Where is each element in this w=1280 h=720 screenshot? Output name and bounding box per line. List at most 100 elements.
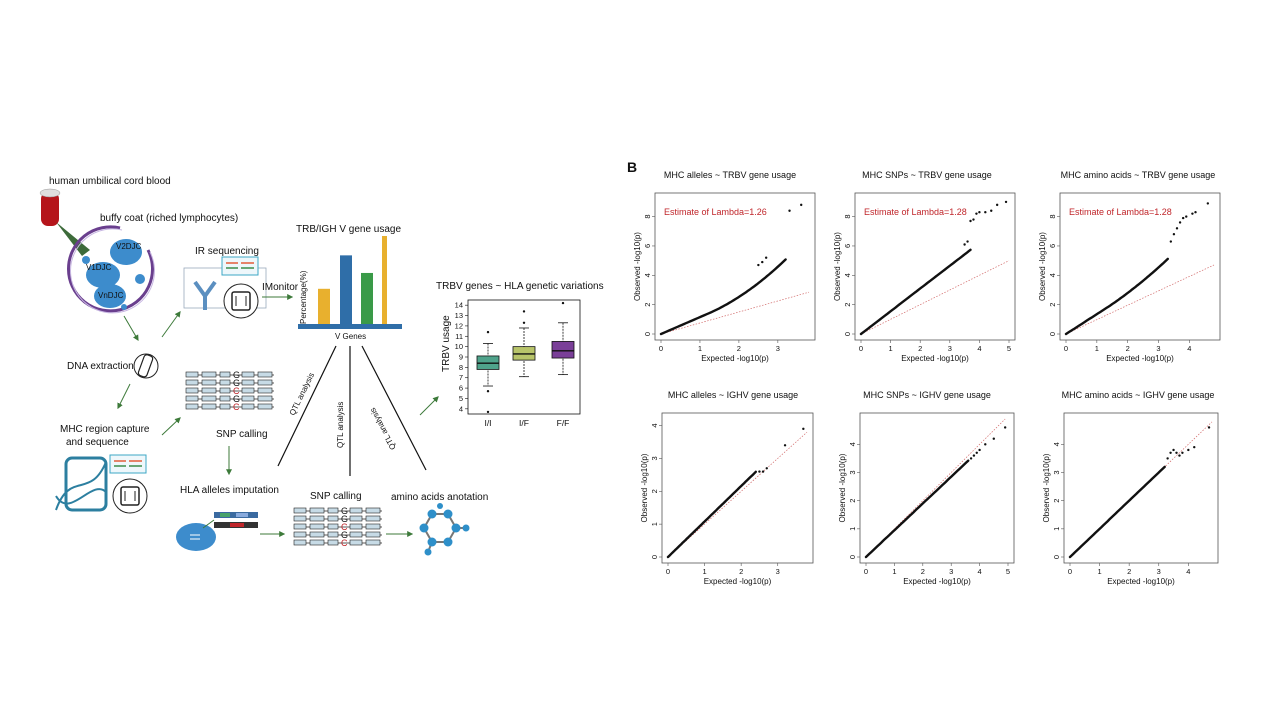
qq-ytick-label: 4 bbox=[843, 273, 852, 277]
qq-reference-line bbox=[865, 418, 1006, 558]
qq-xtick-label: 4 bbox=[1187, 344, 1191, 353]
bar-3 bbox=[361, 272, 373, 324]
dna-extraction-icon bbox=[133, 353, 159, 379]
qq-point bbox=[975, 451, 978, 454]
snp-letter: G bbox=[341, 506, 348, 516]
qq-point bbox=[1004, 200, 1008, 204]
qq-point bbox=[978, 211, 981, 214]
qq-xtick-label: 0 bbox=[659, 344, 663, 353]
qq-point bbox=[800, 203, 803, 207]
qq-point bbox=[1169, 451, 1172, 454]
qq-point bbox=[1172, 448, 1175, 452]
qq-xlabel: Expected -log10(p) bbox=[1107, 577, 1175, 586]
qq-observed-points bbox=[864, 459, 970, 559]
qq-xtick-label: 5 bbox=[1007, 344, 1011, 353]
snp-letter: G bbox=[341, 530, 348, 540]
qq-point bbox=[788, 209, 791, 212]
qq-frame bbox=[654, 192, 816, 341]
box-category-label: I/I bbox=[484, 418, 491, 428]
qq-ytick-label: 1 bbox=[1052, 527, 1061, 531]
qq-ytick-label: 2 bbox=[843, 303, 852, 307]
qq-ylabel: Observed -log10(p) bbox=[833, 232, 842, 301]
qq-ytick-label: 2 bbox=[643, 303, 652, 307]
qq-xtick-label: 3 bbox=[776, 567, 780, 576]
qq-plot-6: MHC amino acids ~ IGHV gene usage 0 1 2 3 4 0 1… bbox=[1042, 390, 1219, 586]
qq-ytick-label: 6 bbox=[843, 244, 852, 248]
qq-xtick-label: 0 bbox=[864, 567, 868, 576]
arrow-2 bbox=[161, 311, 181, 338]
qq-ytick-label: 4 bbox=[650, 423, 659, 427]
arrow-4 bbox=[161, 417, 181, 436]
ir-sequencing-label: IR sequencing bbox=[195, 246, 259, 257]
qq-ytick-label: 8 bbox=[1048, 215, 1057, 219]
box-outlier bbox=[522, 321, 526, 324]
qq-ytick-label: 0 bbox=[1052, 555, 1061, 559]
qq-lambda-annotation: Estimate of Lambda=1.28 bbox=[864, 207, 967, 217]
box-ytick-label: 10 bbox=[455, 342, 463, 351]
box-outlier bbox=[486, 330, 490, 334]
qq-point bbox=[1185, 215, 1188, 218]
qq-point bbox=[995, 203, 999, 207]
box-ytick-label: 12 bbox=[455, 321, 463, 330]
qq-point bbox=[1175, 227, 1179, 230]
qq-ytick-label: 8 bbox=[643, 215, 652, 219]
qq-point bbox=[975, 212, 978, 215]
qq-xtick-label: 0 bbox=[1064, 344, 1068, 353]
qq-xtick-label: 3 bbox=[949, 567, 953, 576]
qq-xtick-label: 2 bbox=[918, 344, 922, 353]
qq-xtick-label: 0 bbox=[1068, 567, 1072, 576]
qq-reference-line bbox=[667, 431, 808, 558]
ir-sequencing-icon bbox=[183, 256, 267, 319]
qq-ytick-label: 2 bbox=[650, 489, 659, 493]
qq-xtick-label: 0 bbox=[859, 344, 863, 353]
qq-observed-points bbox=[1068, 465, 1166, 559]
buffy-coat-label: buffy coat (riched lymphocytes) bbox=[100, 213, 238, 224]
snp-calling-label-1: SNP calling bbox=[216, 429, 268, 440]
cell-label-v1djc: V1DJC bbox=[86, 263, 112, 272]
box-ytick-label: 13 bbox=[455, 311, 463, 320]
qq-xlabel: Expected -log10(p) bbox=[704, 577, 772, 586]
qq-ytick-label: 0 bbox=[1048, 332, 1057, 336]
blood-tube-icon bbox=[39, 188, 61, 226]
qq-point bbox=[1175, 451, 1178, 454]
molecule-icon bbox=[419, 503, 470, 556]
qq-point bbox=[1169, 240, 1173, 243]
box-outlier bbox=[522, 310, 526, 313]
qq-xtick-label: 2 bbox=[737, 344, 741, 353]
qq-xtick-label: 2 bbox=[1127, 567, 1131, 576]
qq-point bbox=[1166, 457, 1169, 460]
box-outlier bbox=[486, 410, 490, 414]
qq-point bbox=[1172, 233, 1176, 236]
mhc-capture-label-2: and sequence bbox=[66, 437, 129, 448]
qq-ytick-label: 8 bbox=[843, 215, 852, 219]
qq-ylabel: Observed -log10(p) bbox=[1042, 453, 1051, 522]
qq-point bbox=[969, 219, 972, 223]
snp-letter: G bbox=[341, 514, 348, 524]
qq-xtick-label: 3 bbox=[1157, 567, 1161, 576]
qq-point bbox=[1181, 451, 1184, 454]
qq-point bbox=[978, 448, 981, 452]
qq-frame bbox=[859, 412, 1015, 564]
qq-xtick-label: 3 bbox=[776, 344, 780, 353]
qq-ytick-label: 4 bbox=[848, 442, 857, 446]
qq-point bbox=[1206, 202, 1210, 205]
qq-title: MHC SNPs ~ TRBV gene usage bbox=[862, 170, 992, 180]
box-category-label: I/F bbox=[519, 418, 529, 428]
qq-ytick-label: 4 bbox=[1052, 442, 1061, 446]
qq-title: MHC amino acids ~ TRBV gene usage bbox=[1061, 170, 1216, 180]
qq-point bbox=[969, 457, 973, 460]
qq-frame bbox=[1063, 412, 1219, 564]
qq-xlabel: Expected -log10(p) bbox=[701, 354, 769, 363]
qq-ytick-label: 6 bbox=[643, 244, 652, 248]
qq-ytick-label: 3 bbox=[650, 456, 659, 460]
qq-point bbox=[1003, 426, 1007, 429]
qq-point bbox=[992, 437, 995, 440]
snp-letter: C bbox=[233, 386, 240, 396]
qq-xlabel: Expected -log10(p) bbox=[901, 354, 969, 363]
arrow-8 bbox=[419, 396, 439, 416]
snp-calling-label-2: SNP calling bbox=[310, 491, 362, 502]
dna-extraction-label: DNA extraction bbox=[67, 361, 134, 372]
